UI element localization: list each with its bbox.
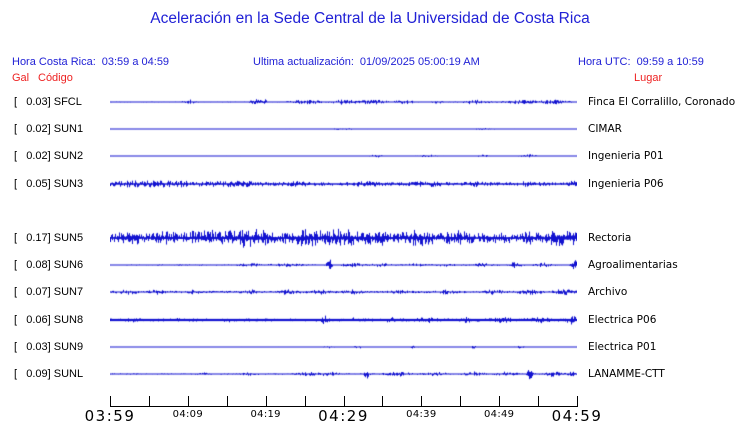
station-place-label: LANAMME-CTT	[588, 368, 665, 380]
station-gal-code-label: [ 0.03] SFCL	[14, 96, 82, 108]
time-axis-line	[110, 406, 578, 407]
station-gal-code-label: [ 0.17] SUN5	[14, 232, 84, 244]
station-row: [ 0.07] SUN7 Archivo	[0, 279, 740, 306]
station-place-label: Ingenieria P01	[588, 150, 664, 163]
column-header-gal: Gal	[12, 72, 30, 84]
axis-tick	[226, 396, 228, 406]
station-place-label: Finca El Corralillo, Coronado	[588, 96, 736, 108]
axis-tick-label: 04:59	[551, 407, 603, 423]
axis-tick	[343, 396, 345, 406]
axis-tick	[499, 396, 501, 406]
axis-tick-label: 03:59	[84, 407, 136, 423]
axis-tick	[577, 396, 578, 406]
station-row: [ 0.06] SUN8 Electrica P06	[0, 306, 740, 333]
station-row: [ 0.08] SUN6 Agroalimentarias	[0, 252, 740, 279]
axis-tick	[110, 396, 111, 406]
station-row: [ 0.03] SUN9 Electrica P01	[0, 333, 740, 360]
column-header-lugar: Lugar	[634, 72, 663, 84]
station-gal-code-label: [ 0.09] SUNL	[14, 368, 84, 380]
axis-tick	[304, 396, 306, 406]
axis-tick-label: 04:09	[172, 409, 203, 420]
hora-costa-rica: Hora Costa Rica: 03:59 a 04:59	[12, 56, 169, 68]
station-gal-code-label: [ 0.07] SUN7	[14, 286, 84, 299]
axis-tick	[460, 396, 462, 406]
last-update: Ultima actualización: 01/09/2025 05:00:19…	[253, 56, 480, 68]
waveform-trace	[110, 116, 577, 143]
station-place-label: Ingenieria P06	[588, 177, 664, 190]
waveform-trace	[110, 89, 577, 115]
axis-tick-label: 04:19	[250, 409, 281, 420]
axis-tick-label: 04:29	[318, 407, 369, 423]
hora-utc: Hora UTC: 09:59 a 10:59	[578, 56, 704, 68]
waveform-trace	[110, 279, 577, 306]
waveform-trace	[110, 170, 577, 197]
station-gal-code-label: [ 0.08] SUN6	[14, 259, 84, 272]
station-row: [ 0.02] SUN1 CIMAR	[0, 116, 740, 143]
station-gal-code-label: [ 0.06] SUN8	[14, 313, 84, 326]
station-place-label: Electrica P06	[588, 313, 657, 326]
station-gal-code-label: [ 0.02] SUN1	[14, 123, 84, 136]
last-update-label: Ultima actualización:	[253, 56, 354, 68]
station-row: [ 0.03] SFCL Finca El Corralillo, Corona…	[0, 89, 740, 115]
station-gal-code-label: [ 0.03] SUN9	[14, 340, 84, 353]
waveform-trace	[110, 252, 577, 279]
page-title: Aceleración en la Sede Central de la Uni…	[150, 10, 590, 27]
axis-tick-label: 04:39	[406, 409, 437, 420]
waveform-trace	[110, 225, 577, 251]
station-place-label: Archivo	[588, 286, 628, 299]
station-gal-code-label: [ 0.02] SUN2	[14, 150, 84, 163]
station-row: [ 0.17] SUN5 Rectoria	[0, 225, 740, 251]
station-row: [ 0.05] SUN3 Ingenieria P06	[0, 170, 740, 197]
axis-tick	[148, 396, 150, 406]
station-place-label: Electrica P01	[588, 340, 657, 353]
waveform-trace	[110, 306, 577, 333]
station-place-label: CIMAR	[588, 123, 622, 136]
column-header-codigo: Código	[38, 72, 73, 84]
station-place-label: Rectoria	[588, 232, 632, 244]
axis-tick	[187, 396, 189, 406]
hora-costa-rica-value: 03:59 a 04:59	[101, 56, 170, 68]
station-gal-code-label: [ 0.05] SUN3	[14, 177, 84, 190]
station-row: [ 0.02] SUN2 Ingenieria P01	[0, 143, 740, 170]
hora-utc-label: Hora UTC:	[578, 56, 631, 68]
waveform-trace	[110, 361, 577, 387]
axis-tick	[421, 396, 423, 406]
station-place-label: Agroalimentarias	[588, 259, 678, 272]
last-update-value: 01/09/2025 05:00:19 AM	[359, 56, 480, 68]
waveform-trace	[110, 143, 577, 170]
axis-tick	[382, 396, 384, 406]
axis-tick-label: 04:49	[483, 409, 515, 420]
station-row: [ 0.09] SUNL LANAMME-CTT	[0, 361, 740, 387]
hora-utc-value: 09:59 a 10:59	[636, 56, 704, 68]
axis-tick	[265, 396, 267, 406]
axis-tick	[538, 396, 540, 406]
hora-costa-rica-label: Hora Costa Rica:	[12, 56, 96, 68]
waveform-trace	[110, 333, 577, 360]
